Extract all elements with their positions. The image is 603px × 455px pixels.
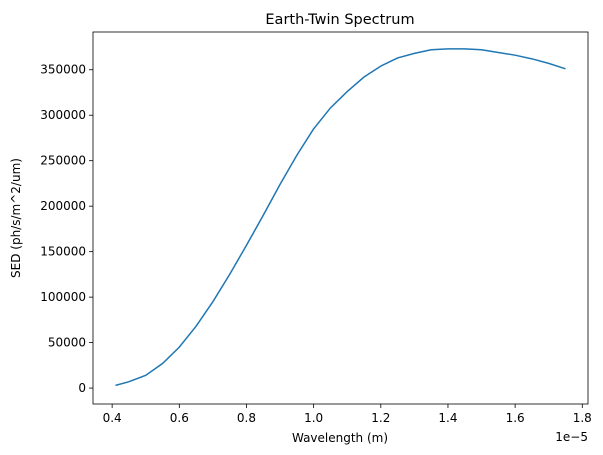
y-tick-label: 50000 — [48, 336, 86, 350]
y-tick-label: 250000 — [40, 154, 86, 168]
x-offset-text: 1e−5 — [555, 430, 588, 444]
x-tick-label: 1.8 — [573, 411, 592, 425]
y-tick-label: 200000 — [40, 199, 86, 213]
x-tick-label: 1.2 — [371, 411, 390, 425]
x-tick-label: 0.4 — [103, 411, 122, 425]
x-tick-label: 1.0 — [304, 411, 323, 425]
y-tick-label: 350000 — [40, 63, 86, 77]
y-tick-label: 0 — [78, 381, 86, 395]
x-axis-label: Wavelength (m) — [292, 431, 388, 445]
chart-title: Earth-Twin Spectrum — [265, 12, 414, 28]
y-tick-label: 300000 — [40, 108, 86, 122]
x-tick-label: 1.4 — [438, 411, 457, 425]
y-axis-label: SED (ph/s/m^2/um) — [9, 158, 23, 278]
x-tick-label: 1.6 — [506, 411, 525, 425]
data-line — [115, 48, 566, 387]
x-tick-label: 0.6 — [170, 411, 189, 425]
x-tick-label: 0.8 — [237, 411, 256, 425]
y-tick-label: 100000 — [40, 290, 86, 304]
plot-frame — [92, 31, 589, 405]
y-tick-label: 150000 — [40, 245, 86, 259]
